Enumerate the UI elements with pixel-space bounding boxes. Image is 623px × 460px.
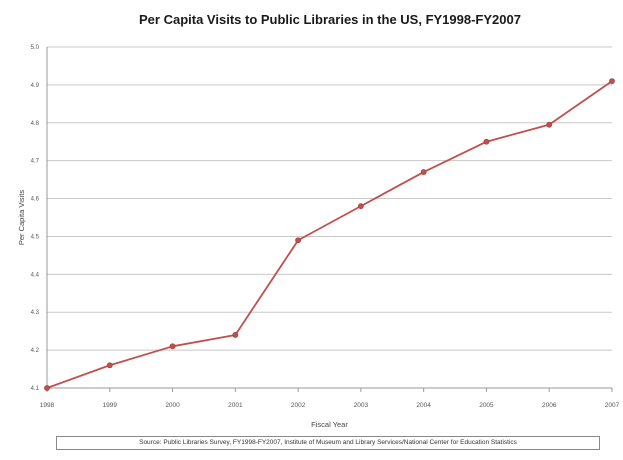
x-tick-label: 2002 [291,402,306,409]
y-tick-label: 4.7 [31,159,40,165]
y-tick-label: 4.6 [31,197,40,203]
chart-title: Per Capita Visits to Public Libraries in… [139,12,521,27]
data-point [420,169,427,175]
y-tick-label: 4.1 [31,386,40,392]
x-tick-label: 2007 [605,402,620,409]
y-tick-label: 4.4 [31,272,40,278]
data-point [357,203,364,210]
y-tick-label: 4.8 [31,121,40,127]
x-tick-label: 2006 [542,402,557,409]
data-point [546,121,553,128]
y-tick-label: 5.0 [31,45,40,51]
y-tick-label: 4.3 [31,310,40,316]
data-point [106,362,113,369]
x-tick-label: 2004 [416,402,431,409]
series-line [46,80,613,389]
data-point [232,332,239,338]
source-note: Source: Public Libraries Survey, FY1998-… [56,436,600,450]
y-tick-label: 4.5 [31,234,40,240]
y-tick-label: 4.9 [31,83,40,89]
data-point [483,138,490,145]
y-tick-label: 4.2 [31,348,40,354]
x-tick-label: 2000 [165,402,180,409]
data-point [295,237,302,244]
x-axis-label: Fiscal Year [311,420,348,429]
data-point [169,343,176,350]
x-tick-label: 1999 [103,402,118,409]
x-tick-label: 2003 [354,402,369,409]
y-axis-label: Per Capita Visits [17,190,26,246]
x-tick-label: 1998 [40,402,55,409]
x-tick-label: 2001 [228,402,243,409]
data-point [609,78,615,84]
data-point [44,385,50,391]
x-tick-label: 2005 [479,402,494,409]
